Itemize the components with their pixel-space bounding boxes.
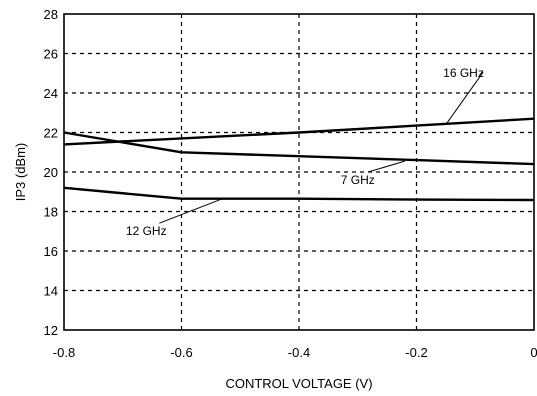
grid-lines — [64, 14, 534, 330]
plot-frame — [63, 13, 535, 331]
y-tick-label: 20 — [44, 165, 58, 180]
y-tick-label: 24 — [44, 86, 58, 101]
y-tick-label: 28 — [44, 7, 58, 22]
leader-line-16-ghz — [445, 71, 484, 125]
y-tick-label: 18 — [44, 205, 58, 220]
y-tick-label: 22 — [44, 126, 58, 141]
y-tick-labels: 12 14 16 18 20 22 24 26 28 — [44, 7, 58, 338]
leader-line-12-ghz — [159, 198, 223, 224]
x-tick-label: 0 — [530, 345, 537, 360]
y-tick-label: 14 — [44, 284, 58, 299]
series-label-7-ghz: 7 GHz — [341, 173, 375, 187]
x-tick-label: -0.8 — [53, 345, 75, 360]
x-axis-title: CONTROL VOLTAGE (V) — [225, 376, 372, 391]
x-tick-label: -0.6 — [170, 345, 192, 360]
y-tick-label: 26 — [44, 47, 58, 62]
series-label-12-ghz: 12 GHz — [126, 224, 167, 238]
y-axis-title: IP3 (dBm) — [13, 143, 28, 202]
x-tick-label: -0.2 — [405, 345, 427, 360]
series-label-16-ghz: 16 GHz — [443, 66, 484, 80]
series-group — [63, 117, 535, 202]
series-line-16-ghz — [63, 117, 535, 146]
x-tick-labels: -0.8 -0.6 -0.4 -0.2 0 — [53, 345, 537, 360]
series-line-12-ghz — [63, 186, 535, 202]
y-tick-label: 16 — [44, 244, 58, 259]
x-tick-label: -0.4 — [288, 345, 310, 360]
series-annotations: 16 GHz 7 GHz 12 GHz — [126, 66, 484, 238]
leader-line-7-ghz — [368, 160, 405, 173]
y-tick-label: 12 — [44, 323, 58, 338]
series-line-7-ghz — [63, 131, 535, 166]
